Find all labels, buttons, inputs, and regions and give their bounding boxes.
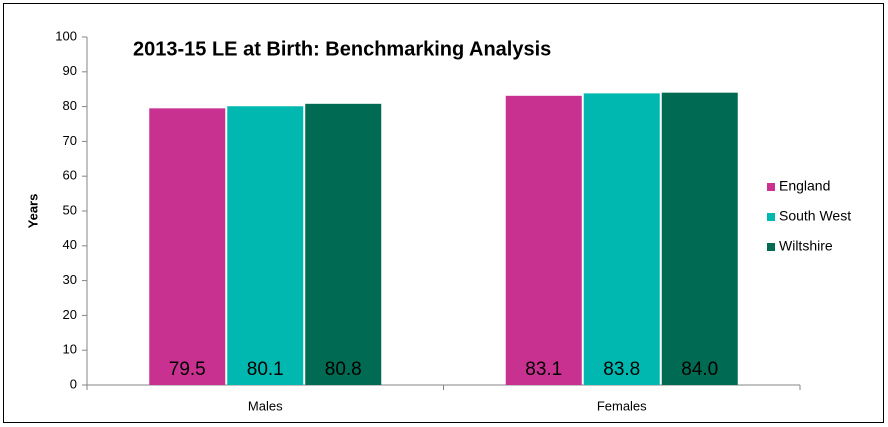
x-tick-label: Females (597, 398, 647, 413)
bar (505, 95, 582, 385)
y-tick-label: 20 (63, 307, 77, 322)
chart-border (3, 3, 884, 423)
y-tick-label: 50 (63, 202, 77, 217)
legend-label: South West (779, 208, 851, 224)
data-label: 80.8 (325, 359, 362, 380)
y-axis-label: Years (25, 194, 40, 229)
chart-title: 2013-15 LE at Birth: Benchmarking Analys… (133, 38, 551, 60)
data-label: 83.8 (603, 359, 640, 380)
legend-swatch (767, 243, 775, 251)
y-tick-label: 70 (63, 133, 77, 148)
data-label: 79.5 (169, 359, 206, 380)
legend-swatch (767, 183, 775, 191)
legend-swatch (767, 213, 775, 221)
y-tick-label: 60 (63, 168, 77, 183)
y-tick-label: 30 (63, 272, 77, 287)
x-tick-label: Males (248, 398, 283, 413)
data-label: 84.0 (681, 359, 718, 380)
y-tick-label: 90 (63, 63, 77, 78)
bar (583, 93, 660, 385)
bar (227, 106, 304, 385)
bar (149, 108, 226, 385)
bar (661, 92, 738, 386)
y-tick-label: 10 (63, 342, 77, 357)
y-tick-label: 40 (63, 237, 77, 252)
legend-label: Wiltshire (779, 238, 833, 254)
y-tick-label: 80 (63, 98, 77, 113)
data-label: 80.1 (247, 359, 284, 380)
legend-label: England (779, 178, 830, 194)
y-tick-label: 100 (55, 28, 77, 43)
y-tick-label: 0 (70, 376, 77, 391)
data-label: 83.1 (525, 359, 562, 380)
bar (305, 103, 382, 385)
